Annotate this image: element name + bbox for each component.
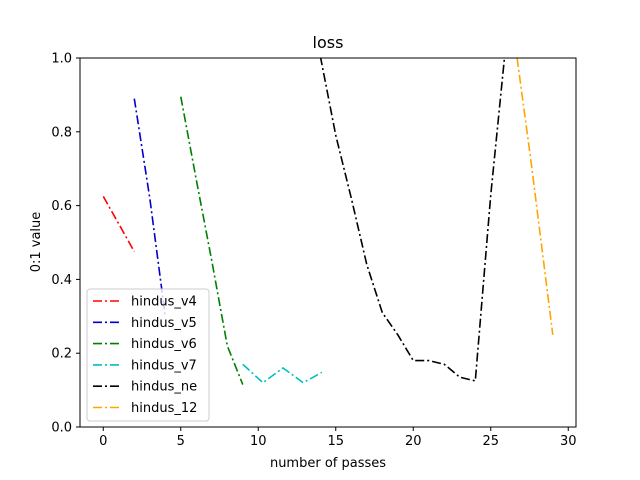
x-tick-label: 25 — [482, 434, 499, 449]
x-tick-label: 20 — [405, 434, 422, 449]
legend-entry-label: hindus_ne — [131, 380, 197, 395]
y-tick-label: 0.4 — [51, 273, 72, 288]
x-tick-label: 10 — [250, 434, 267, 449]
x-tick-label: 5 — [177, 434, 185, 449]
x-axis-label: number of passes — [270, 456, 386, 471]
legend-entry-label: hindus_v5 — [131, 316, 197, 331]
y-tick-label: 0.6 — [51, 199, 72, 214]
y-axis: 0.0 0.2 0.4 0.6 0.8 1.0 — [51, 52, 80, 436]
legend-entry-label: hindus_v7 — [131, 358, 197, 373]
x-tick-label: 30 — [560, 434, 577, 449]
x-axis: 0 5 10 15 20 25 30 — [99, 427, 577, 449]
x-tick-label: 0 — [99, 434, 107, 449]
x-tick-label: 15 — [327, 434, 344, 449]
legend-entry-label: hindus_v4 — [131, 295, 197, 310]
series-layer — [102, 58, 554, 385]
y-axis-label: 0:1 value — [29, 212, 44, 273]
plot-frame — [79, 57, 577, 428]
series-line-hindus_v7 — [242, 363, 323, 384]
y-tick-label: 0.8 — [51, 125, 72, 140]
series-line-hindus_v6 — [180, 96, 244, 385]
legend-entry-label: hindus_12 — [131, 401, 197, 416]
series-line-hindus_v5 — [133, 98, 167, 317]
legend-entry-label: hindus_v6 — [131, 337, 197, 352]
series-line-hindus_12 — [516, 58, 554, 335]
series-line-hindus_v4 — [102, 196, 135, 253]
legend: hindus_v4 hindus_v5 hindus_v6 hindus_v7hind… — [86, 288, 210, 422]
y-tick-label: 0.0 — [51, 421, 72, 436]
y-tick-label: 1.0 — [51, 52, 72, 67]
series-line-hindus_ne — [319, 58, 506, 382]
chart-title: loss — [313, 33, 344, 52]
y-tick-label: 0.2 — [51, 347, 72, 362]
